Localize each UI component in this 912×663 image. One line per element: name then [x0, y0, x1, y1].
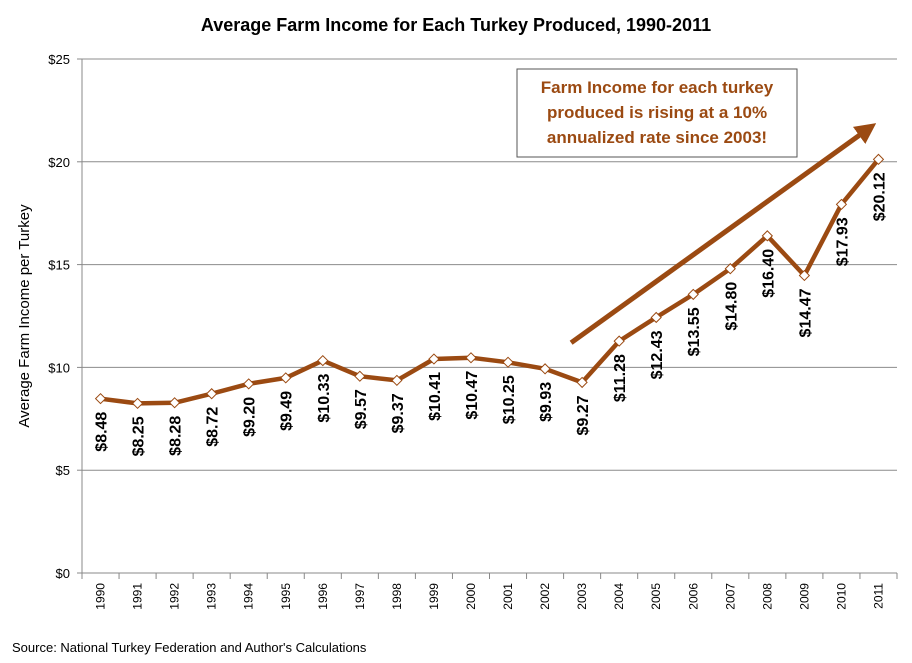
- annotation-line-3: annualized rate since 2003!: [547, 128, 767, 147]
- data-label: $8.48: [94, 412, 111, 452]
- data-point: [428, 353, 440, 365]
- data-label: $9.57: [353, 389, 370, 429]
- series-line-path: [100, 157, 881, 406]
- data-point: [131, 397, 144, 410]
- x-tick-label: 2000: [464, 583, 478, 610]
- data-point: [354, 370, 366, 382]
- x-tick-label: 1997: [353, 583, 367, 610]
- chart-title: Average Farm Income for Each Turkey Prod…: [201, 15, 711, 35]
- x-tick-label: 1995: [279, 583, 293, 610]
- series-line: [94, 153, 885, 410]
- data-label: $10.25: [501, 375, 518, 424]
- x-tick-label: 2003: [575, 583, 589, 610]
- data-label: $10.41: [427, 372, 444, 421]
- data-point: [391, 374, 403, 387]
- trend-arrow-line: [569, 123, 877, 345]
- data-label: $8.28: [168, 416, 185, 456]
- data-labels: $8.48 $8.25 $8.28 $8.72 $9.20 $9.49 $10.33 $9.5…: [94, 172, 889, 456]
- y-axis-ticks: $0 $5 $10 $15 $20 $25: [48, 52, 82, 581]
- data-label: $9.49: [279, 391, 296, 431]
- data-label: $13.55: [686, 307, 703, 356]
- data-point: [94, 392, 107, 405]
- x-tick-label: 1994: [242, 583, 256, 610]
- data-point: [243, 378, 255, 390]
- data-label: $10.47: [464, 371, 481, 420]
- data-label: $14.47: [797, 288, 814, 337]
- source-note: Source: National Turkey Federation and A…: [12, 640, 367, 655]
- data-label: $8.25: [131, 416, 148, 456]
- data-point: [502, 356, 514, 368]
- annotation-box: [516, 68, 798, 158]
- x-tick-label: 1996: [316, 583, 330, 610]
- data-point: [280, 372, 292, 384]
- grid-lines: [82, 58, 897, 471]
- data-label: $20.12: [871, 172, 888, 221]
- x-tick-label: 1993: [205, 583, 219, 610]
- data-label: $16.40: [760, 249, 777, 298]
- x-tick-label: 1990: [94, 583, 108, 610]
- x-tick-label: 2004: [612, 583, 626, 610]
- y-tick-label: $0: [56, 566, 70, 581]
- data-point: [761, 230, 773, 242]
- x-tick-label: 2001: [501, 583, 515, 610]
- x-tick-label: 2010: [834, 583, 848, 610]
- data-point: [539, 363, 551, 375]
- y-axis-label: Average Farm Income per Turkey: [16, 204, 33, 428]
- data-label: $14.80: [723, 282, 740, 331]
- data-label: $11.28: [612, 354, 629, 402]
- data-label: $10.33: [316, 374, 333, 423]
- data-label: $12.43: [649, 330, 666, 379]
- data-point: [724, 263, 736, 275]
- x-tick-label: 2002: [538, 583, 552, 610]
- data-point: [465, 352, 477, 364]
- y-tick-label: $10: [48, 360, 70, 375]
- y-tick-label: $25: [48, 52, 70, 67]
- data-point: [687, 288, 699, 301]
- data-point: [168, 397, 181, 409]
- x-tick-label: 2005: [649, 583, 663, 610]
- data-label: $8.72: [205, 407, 222, 447]
- x-tick-label: 1992: [168, 583, 182, 610]
- trend-arrow: [569, 123, 877, 345]
- data-point: [613, 335, 625, 347]
- data-point: [835, 198, 848, 211]
- data-point: [317, 354, 329, 367]
- x-tick-label: 2011: [871, 583, 885, 609]
- x-tick-label: 1998: [390, 583, 404, 610]
- data-label: $9.20: [242, 397, 259, 437]
- x-tick-label: 2006: [686, 583, 700, 610]
- y-tick-label: $5: [56, 463, 70, 478]
- y-tick-label: $20: [48, 155, 70, 170]
- x-tick-label: 2007: [723, 583, 737, 610]
- data-point: [872, 153, 885, 165]
- annotation-callout: Farm Income for each turkey produced is …: [516, 68, 798, 158]
- data-label: $9.37: [390, 393, 407, 433]
- data-label: $9.93: [538, 382, 555, 422]
- data-point: [798, 269, 811, 282]
- y-tick-label: $15: [48, 258, 70, 273]
- x-tick-label: 2008: [760, 583, 774, 610]
- data-point: [206, 388, 218, 400]
- x-tick-label: 1999: [427, 583, 441, 610]
- x-tick-label: 1991: [131, 583, 145, 610]
- x-tick-label: 2009: [797, 583, 811, 610]
- data-label: $17.93: [834, 217, 851, 266]
- annotation-line-2: produced is rising at a 10%: [547, 103, 767, 122]
- x-axis-ticks: 1990 1991 1992 1993 1994 1995 1996 1997 1998 1999…: [81, 573, 898, 610]
- annotation-line-1: Farm Income for each turkey: [541, 78, 774, 97]
- data-label: $9.27: [575, 395, 592, 435]
- data-point: [576, 376, 588, 389]
- data-point: [650, 311, 662, 324]
